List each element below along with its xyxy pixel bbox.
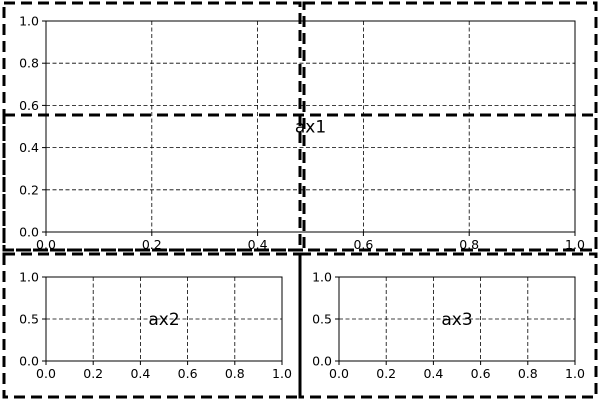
x-tick-label: 1.0 xyxy=(565,237,585,252)
x-tick-label: 0.8 xyxy=(518,366,538,381)
y-tick-label: 0.5 xyxy=(312,312,332,327)
y-tick-label: 1.0 xyxy=(19,270,39,285)
y-tick-label: 0.0 xyxy=(312,354,332,369)
x-tick-label: 0.0 xyxy=(36,237,56,252)
y-tick-label: 0.0 xyxy=(19,225,39,240)
y-tick-label: 1.0 xyxy=(19,14,39,29)
axes-frame xyxy=(45,20,576,233)
x-tick-label: 0.0 xyxy=(329,366,349,381)
x-tick-label: 0.4 xyxy=(248,237,268,252)
x-tick-label: 0.6 xyxy=(178,366,198,381)
y-tick-label: 1.0 xyxy=(312,270,332,285)
x-tick-label: 0.2 xyxy=(142,237,162,252)
cell-outline-middle xyxy=(2,113,598,252)
x-tick-label: 0.6 xyxy=(471,366,491,381)
axes-ax2: 0.0 0.2 0.4 0.6 0.8 1.0 0.0 0.5 1.0 ax2 xyxy=(19,270,292,382)
axes-layer: 0.0 0.2 0.4 0.6 0.8 1.00.00.20.40.60.81.0ax10… xyxy=(19,14,585,382)
axes-label-ax3: ax3 xyxy=(441,310,472,330)
y-tick-label: 0.5 xyxy=(19,312,39,327)
x-tick-label: 0.0 xyxy=(36,366,56,381)
axes-label-ax2: ax2 xyxy=(148,310,179,330)
y-tick-label: 0.2 xyxy=(19,182,39,197)
cell-outline-top-left xyxy=(2,1,302,252)
y-tick-label: 0.4 xyxy=(19,140,39,155)
y-tick-label: 0.8 xyxy=(19,56,39,71)
cell-outline-bottom-right xyxy=(298,252,598,399)
x-tick-label: 0.2 xyxy=(83,366,103,381)
x-tick-label: 1.0 xyxy=(272,366,292,381)
y-tick-label: 0.6 xyxy=(19,98,39,113)
x-tick-label: 1.0 xyxy=(565,366,585,381)
x-tick-label: 0.8 xyxy=(459,237,479,252)
x-tick-label: 0.4 xyxy=(423,366,443,381)
x-tick-label: 0.8 xyxy=(225,366,245,381)
y-tick-label: 0.0 xyxy=(19,354,39,369)
x-tick-label: 0.4 xyxy=(130,366,150,381)
axes-ax3: 0.0 0.2 0.4 0.6 0.8 1.0 0.0 0.5 1.0 ax3 xyxy=(312,270,585,382)
cell-outline-top-right xyxy=(302,1,598,252)
x-tick-label: 0.6 xyxy=(353,237,373,252)
x-tick-label: 0.2 xyxy=(376,366,396,381)
